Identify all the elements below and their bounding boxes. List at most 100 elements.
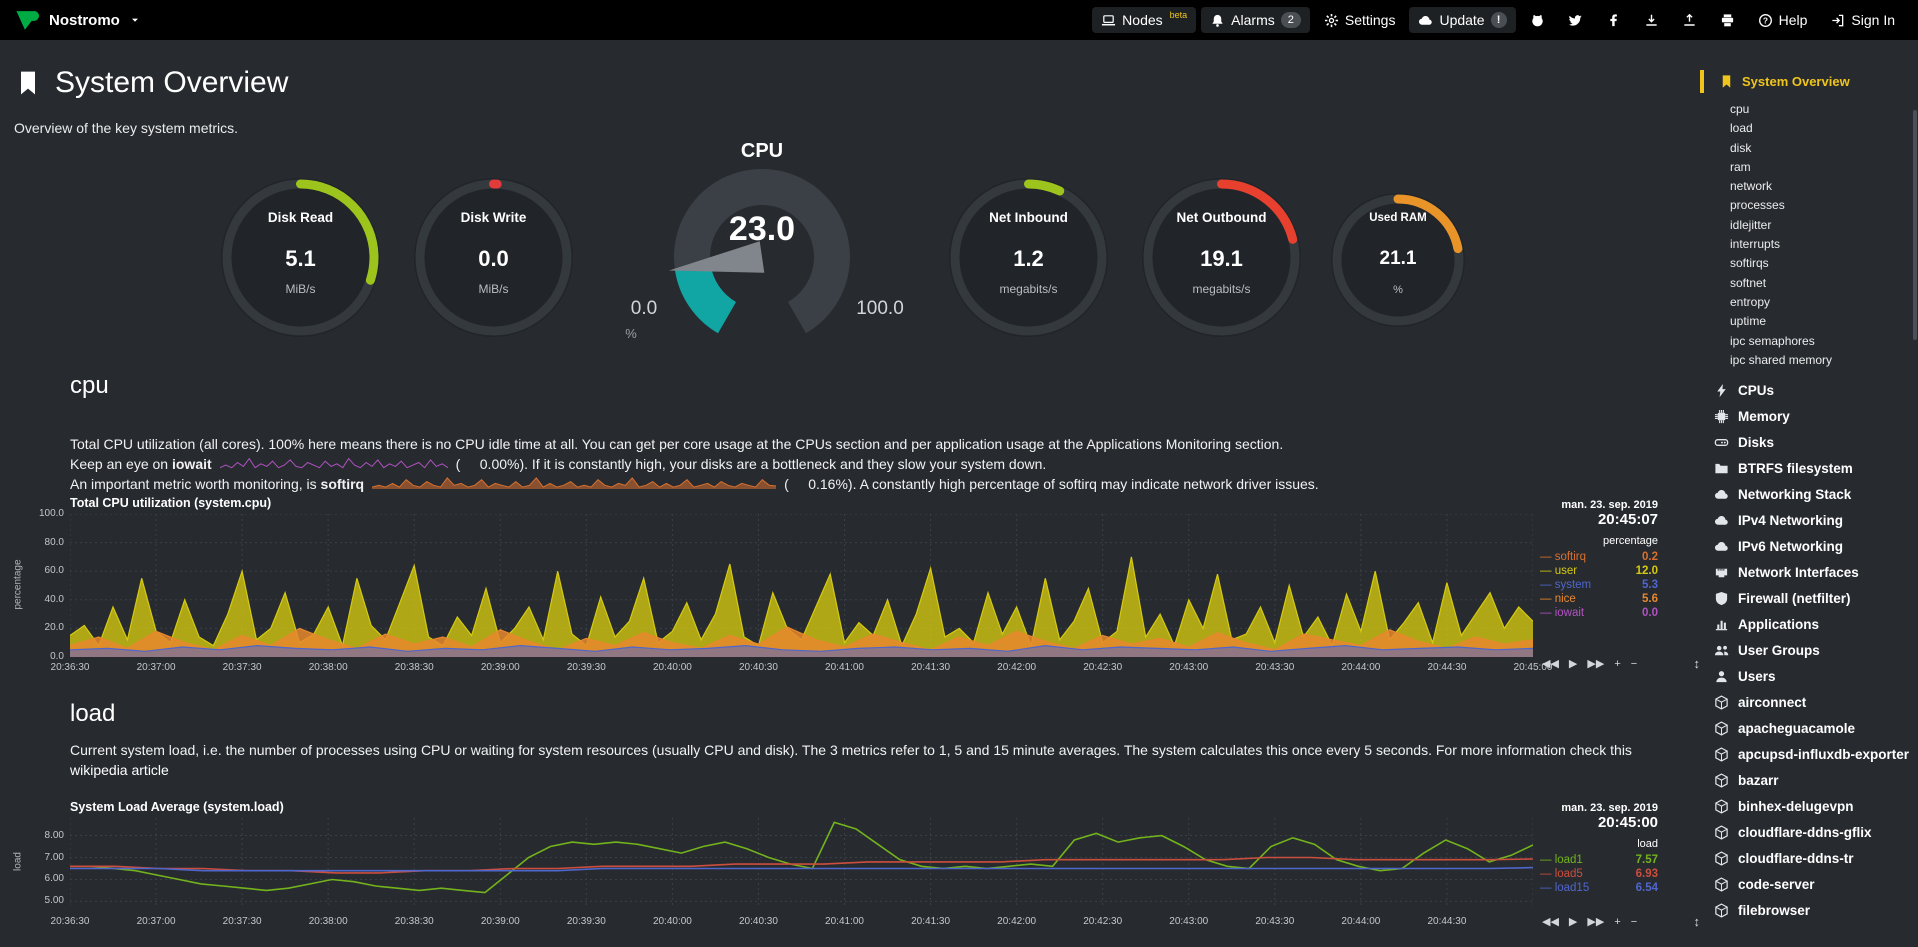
- brand-dropdown[interactable]: Nostromo: [14, 7, 141, 33]
- sidebar-subitem-softnet[interactable]: softnet: [1730, 275, 1767, 290]
- chart-zoom-out-button[interactable]: −: [1630, 657, 1638, 670]
- x-tick-label: 20:43:00: [1169, 662, 1209, 673]
- nav-upload[interactable]: [1673, 8, 1706, 33]
- sidebar-item-cloudflare-ddns-gflix[interactable]: cloudflare-ddns-gflix: [1700, 820, 1918, 846]
- sidebar-item-bazarr[interactable]: bazarr: [1700, 768, 1918, 794]
- sidebar-item-code-server[interactable]: code-server: [1700, 872, 1918, 898]
- nav-print[interactable]: [1711, 8, 1744, 33]
- sidebar-item-firewall-netfilter[interactable]: Firewall (netfilter): [1700, 586, 1918, 612]
- sidebar-item-airconnect[interactable]: airconnect: [1700, 690, 1918, 716]
- x-tick-label: 20:44:30: [1427, 662, 1467, 673]
- sidebar-item-ipv6-networking[interactable]: IPv6 Networking: [1700, 534, 1918, 560]
- sidebar-subitem-load[interactable]: load: [1730, 121, 1753, 136]
- load-description-text: Current system load, i.e. the number of …: [70, 742, 1632, 758]
- x-tick-label: 20:36:30: [50, 916, 90, 927]
- sidebar-item-filebrowser[interactable]: filebrowser: [1700, 898, 1918, 924]
- sidebar-item-ipv4-networking[interactable]: IPv4 Networking: [1700, 508, 1918, 534]
- gauge-cpu[interactable]: CPU 23.0 0.0 100.0%: [617, 140, 907, 352]
- sidebar-item-cloudflare-ddns-tr[interactable]: cloudflare-ddns-tr: [1700, 846, 1918, 872]
- chart-pan-forward-button[interactable]: ▶▶: [1587, 916, 1605, 928]
- legend-date: man. 23. sep. 2019: [1561, 499, 1658, 511]
- svg-text:23.0: 23.0: [729, 210, 795, 248]
- chart-resize-handle[interactable]: ↕: [1693, 656, 1701, 671]
- chart-pan-backward-button[interactable]: ◀◀: [1542, 916, 1559, 928]
- legend-entry-load15[interactable]: — load15 6.54: [1540, 882, 1658, 896]
- sidebar-item-user-groups[interactable]: User Groups: [1700, 638, 1918, 664]
- sidebar-subitem-ram[interactable]: ram: [1730, 159, 1751, 174]
- iowait-sparkline[interactable]: [219, 455, 448, 475]
- sidebar-item-memory[interactable]: Memory: [1700, 404, 1918, 430]
- sidebar-subitem-cpu[interactable]: cpu: [1730, 102, 1750, 116]
- chart-play-button[interactable]: ▶: [1568, 658, 1578, 670]
- legend-entry-system[interactable]: — system 5.3: [1540, 579, 1658, 593]
- nav-update[interactable]: Update!: [1409, 7, 1516, 33]
- nav-signin[interactable]: Sign In: [1821, 7, 1904, 33]
- wikipedia-article-link[interactable]: wikipedia article: [70, 762, 169, 778]
- sidebar-item-disks[interactable]: Disks: [1700, 430, 1918, 456]
- chart-plot-cpu[interactable]: [70, 514, 1533, 657]
- gauge-used-ram[interactable]: Used RAM 21.1%: [1328, 190, 1468, 330]
- sidebar-subitem-network[interactable]: network: [1730, 179, 1773, 194]
- chart-zoom-out-button[interactable]: −: [1630, 915, 1638, 928]
- chart-resize-handle[interactable]: ↕: [1693, 914, 1701, 929]
- x-tick-label: 20:39:00: [480, 916, 520, 927]
- chart-plot-load[interactable]: [70, 818, 1533, 908]
- sidebar-subitem-idlejitter[interactable]: idlejitter: [1730, 217, 1772, 232]
- sidebar-item-networking-stack[interactable]: Networking Stack: [1700, 482, 1918, 508]
- legend-entry-softirq[interactable]: — softirq 0.2: [1540, 551, 1658, 565]
- legend-entry-load5[interactable]: — load5 6.93: [1540, 868, 1658, 882]
- bookmark-icon: [1719, 74, 1734, 89]
- gauge-disk-read[interactable]: Disk Read 5.1 MiB/s: [218, 175, 383, 340]
- sidebar-subitem-uptime[interactable]: uptime: [1730, 314, 1767, 329]
- chart-icon: [1714, 617, 1729, 632]
- sidebar-subitem-ipc-shared-memory[interactable]: ipc shared memory: [1730, 352, 1833, 367]
- legend-entry-user[interactable]: — user 12.0: [1540, 565, 1658, 579]
- chart-zoom-in-button[interactable]: +: [1614, 657, 1621, 670]
- sidebar-scrollbar[interactable]: [1913, 110, 1917, 340]
- chart-zoom-in-button[interactable]: +: [1614, 915, 1621, 928]
- sidebar-subitem-processes[interactable]: processes: [1730, 198, 1785, 213]
- nav-twitter[interactable]: [1559, 8, 1592, 33]
- softirq-sparkline[interactable]: [371, 475, 777, 495]
- x-tick-label: 20:39:30: [566, 916, 606, 927]
- legend-entry-iowait[interactable]: — iowait 0.0: [1540, 607, 1658, 621]
- nav-github[interactable]: [1521, 8, 1554, 33]
- x-tick-label: 20:42:30: [1083, 916, 1123, 927]
- x-tick-label: 20:40:30: [739, 662, 778, 673]
- gauge-value: 5.1: [285, 245, 316, 271]
- gauge-net-inbound[interactable]: Net Inbound 1.2 megabits/s: [946, 175, 1111, 340]
- nav-alarms[interactable]: Alarms 2: [1201, 7, 1310, 33]
- sidebar-item-cpus[interactable]: CPUs: [1700, 378, 1918, 404]
- main-content: System Overview Overview of the key syst…: [0, 40, 1701, 947]
- sidebar-item-users[interactable]: Users: [1700, 664, 1918, 690]
- legend-entry-nice[interactable]: — nice 5.6: [1540, 593, 1658, 607]
- sidebar-subitem-disk[interactable]: disk: [1730, 140, 1752, 155]
- topnav: Nodes beta Alarms 2 Settings Update! ? Help Sign…: [1092, 7, 1904, 33]
- nav-download[interactable]: [1635, 8, 1668, 33]
- chart-pan-backward-button[interactable]: ◀◀: [1542, 658, 1559, 670]
- gauge-net-outbound[interactable]: Net Outbound 19.1 megabits/s: [1139, 175, 1304, 340]
- sidebar-subitem-entropy[interactable]: entropy: [1730, 294, 1771, 309]
- nav-facebook[interactable]: [1597, 8, 1630, 33]
- x-tick-label: 20:44:00: [1341, 916, 1381, 927]
- sidebar-item-binhex-delugevpn[interactable]: binhex-delugevpn: [1700, 794, 1918, 820]
- sidebar-item-applications[interactable]: Applications: [1700, 612, 1918, 638]
- sidebar-item-btrfs-filesystem[interactable]: BTRFS filesystem: [1700, 456, 1918, 482]
- sidebar-subitem-ipc-semaphores[interactable]: ipc semaphores: [1730, 333, 1815, 348]
- nav-help[interactable]: ? Help: [1749, 7, 1817, 33]
- chart-load: System Load Average (system.load) load 5.0…: [0, 40, 1701, 947]
- nav-nodes[interactable]: Nodes beta: [1092, 7, 1197, 33]
- gauge-disk-write[interactable]: Disk Write 0.0 MiB/s: [411, 175, 576, 340]
- sidebar-subitem-softirqs[interactable]: softirqs: [1730, 256, 1769, 271]
- sidebar-item-system-overview[interactable]: System Overview: [1700, 70, 1918, 93]
- chart-play-button[interactable]: ▶: [1568, 916, 1578, 928]
- y-tick-label: 8.00: [44, 829, 64, 841]
- sidebar-item-apacheguacamole[interactable]: apacheguacamole: [1700, 716, 1918, 742]
- chart-pan-forward-button[interactable]: ▶▶: [1587, 658, 1605, 670]
- legend-entry-load1[interactable]: — load1 7.57: [1540, 854, 1658, 868]
- sidebar-item-apcupsd-influxdb-exporter[interactable]: apcupsd-influxdb-exporter: [1700, 742, 1918, 768]
- sidebar-item-network-interfaces[interactable]: Network Interfaces: [1700, 560, 1918, 586]
- nav-settings[interactable]: Settings: [1315, 7, 1405, 33]
- cpu-iowait-line: Keep an eye on iowait ( 0.00%). If it is …: [70, 454, 1046, 475]
- sidebar-subitem-interrupts[interactable]: interrupts: [1730, 237, 1781, 252]
